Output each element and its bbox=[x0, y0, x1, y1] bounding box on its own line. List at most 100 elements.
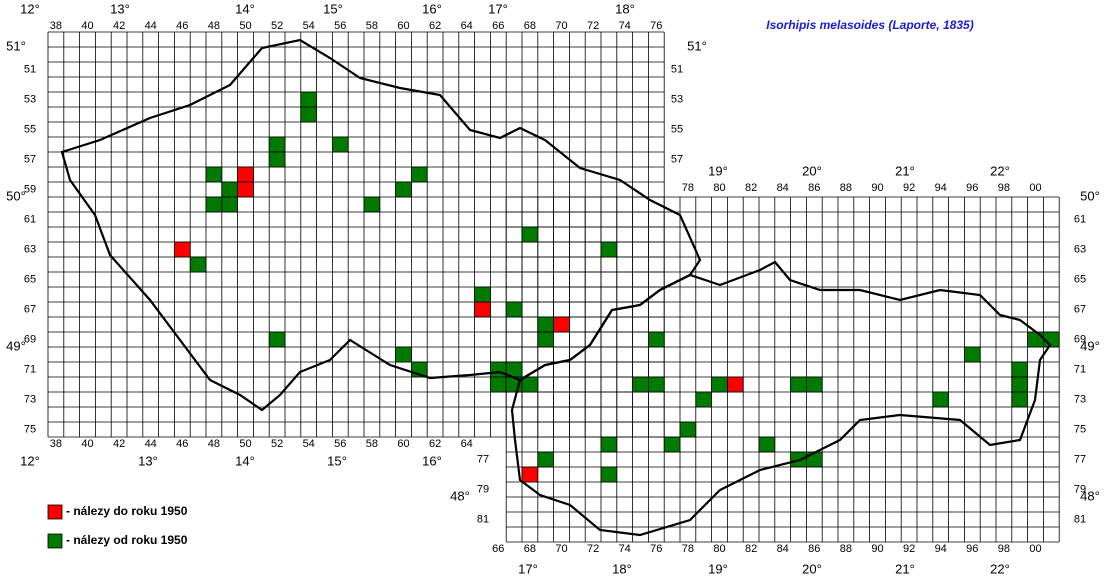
column-label: 96 bbox=[966, 182, 978, 194]
column-label: 38 bbox=[50, 438, 62, 450]
degree-label: 50° bbox=[6, 188, 26, 203]
record-cell bbox=[1011, 376, 1028, 393]
column-label: 00 bbox=[1029, 182, 1041, 194]
column-label: 54 bbox=[303, 438, 315, 450]
grid bbox=[47, 31, 1060, 543]
column-label: 52 bbox=[271, 20, 283, 32]
degree-label: 22° bbox=[990, 561, 1010, 576]
row-label: 55 bbox=[24, 123, 36, 135]
record-cell bbox=[173, 241, 191, 258]
record-cell bbox=[521, 226, 539, 243]
record-cell bbox=[237, 181, 254, 198]
degree-label: 18° bbox=[615, 1, 635, 16]
column-label: 56 bbox=[334, 438, 346, 450]
row-label: 71 bbox=[1074, 363, 1086, 375]
record-cell bbox=[268, 331, 286, 348]
column-label: 50 bbox=[239, 20, 251, 32]
degree-label: 13° bbox=[110, 1, 130, 16]
column-label: 90 bbox=[871, 543, 883, 555]
row-label: 69 bbox=[24, 333, 36, 345]
column-label: 66 bbox=[492, 20, 504, 32]
row-label: 75 bbox=[24, 423, 36, 435]
legend-label: - nálezy do roku 1950 bbox=[66, 504, 188, 518]
column-label: 82 bbox=[745, 543, 757, 555]
column-label: 88 bbox=[840, 182, 852, 194]
borders bbox=[60, 38, 1052, 537]
degree-label: 16° bbox=[422, 453, 442, 468]
degree-label: 17° bbox=[518, 561, 538, 576]
column-label: 94 bbox=[935, 182, 947, 194]
degree-label: 22° bbox=[990, 163, 1010, 178]
column-label: 52 bbox=[271, 438, 283, 450]
column-label: 96 bbox=[966, 543, 978, 555]
degree-label: 15° bbox=[327, 453, 347, 468]
column-label: 98 bbox=[998, 543, 1010, 555]
degree-label: 12° bbox=[20, 453, 40, 468]
column-label: 74 bbox=[619, 543, 631, 555]
row-label: 79 bbox=[477, 483, 489, 495]
row-label: 51 bbox=[24, 63, 36, 75]
degree-label: 15° bbox=[323, 1, 343, 16]
degree-label: 48° bbox=[450, 488, 470, 503]
column-label: 72 bbox=[587, 543, 599, 555]
degree-label: 14° bbox=[235, 453, 255, 468]
record-cell bbox=[537, 316, 554, 333]
record-cell bbox=[489, 376, 507, 393]
column-label: 66 bbox=[492, 543, 504, 555]
column-label: 00 bbox=[1029, 543, 1041, 555]
column-label: 80 bbox=[713, 182, 725, 194]
column-label: 42 bbox=[113, 438, 125, 450]
row-label: 55 bbox=[671, 123, 683, 135]
column-label: 50 bbox=[239, 438, 251, 450]
degree-label: 21° bbox=[895, 163, 915, 178]
column-label: 98 bbox=[998, 182, 1010, 194]
degree-label: 48° bbox=[1080, 488, 1100, 503]
degree-label: 49° bbox=[1080, 338, 1100, 353]
row-label: 67 bbox=[1074, 303, 1086, 315]
column-label: 38 bbox=[50, 20, 62, 32]
column-label: 70 bbox=[555, 543, 567, 555]
record-cell bbox=[221, 181, 239, 198]
record-cell bbox=[663, 436, 681, 453]
row-label: 69 bbox=[1074, 333, 1086, 345]
column-label: 68 bbox=[524, 543, 536, 555]
column-label: 48 bbox=[208, 20, 220, 32]
degree-label: 51° bbox=[6, 38, 26, 53]
record-cell bbox=[695, 391, 712, 408]
record-cell bbox=[237, 166, 254, 183]
column-label: 90 bbox=[871, 182, 883, 194]
record-cell bbox=[268, 151, 286, 168]
degree-label: 20° bbox=[802, 561, 822, 576]
record-cell bbox=[521, 376, 539, 393]
column-label: 76 bbox=[650, 20, 662, 32]
column-label: 64 bbox=[461, 438, 473, 450]
record-cell bbox=[521, 466, 539, 483]
column-label: 92 bbox=[903, 543, 915, 555]
column-label: 84 bbox=[777, 182, 789, 194]
legend-swatch bbox=[47, 504, 63, 520]
column-label: 76 bbox=[650, 543, 662, 555]
record-cell bbox=[1027, 331, 1044, 348]
record-cell bbox=[758, 436, 776, 453]
degree-label: 21° bbox=[895, 561, 915, 576]
record-cell bbox=[268, 136, 286, 153]
column-label: 48 bbox=[208, 438, 220, 450]
row-label: 57 bbox=[24, 153, 36, 165]
column-label: 80 bbox=[713, 543, 725, 555]
column-label: 70 bbox=[555, 20, 567, 32]
column-label: 56 bbox=[334, 20, 346, 32]
column-label: 44 bbox=[145, 20, 157, 32]
title: Isorhipis melasoides (Laporte, 1835) bbox=[766, 18, 973, 32]
cz-border bbox=[60, 38, 702, 412]
row-label: 77 bbox=[1074, 453, 1086, 465]
degree-label: 12° bbox=[20, 1, 40, 16]
record-cell bbox=[537, 331, 554, 348]
row-label: 77 bbox=[477, 453, 489, 465]
record-cell bbox=[964, 346, 981, 363]
column-label: 40 bbox=[81, 20, 93, 32]
column-label: 54 bbox=[303, 20, 315, 32]
record-cell bbox=[600, 241, 618, 258]
record-cell bbox=[410, 166, 428, 183]
row-label: 53 bbox=[24, 93, 36, 105]
